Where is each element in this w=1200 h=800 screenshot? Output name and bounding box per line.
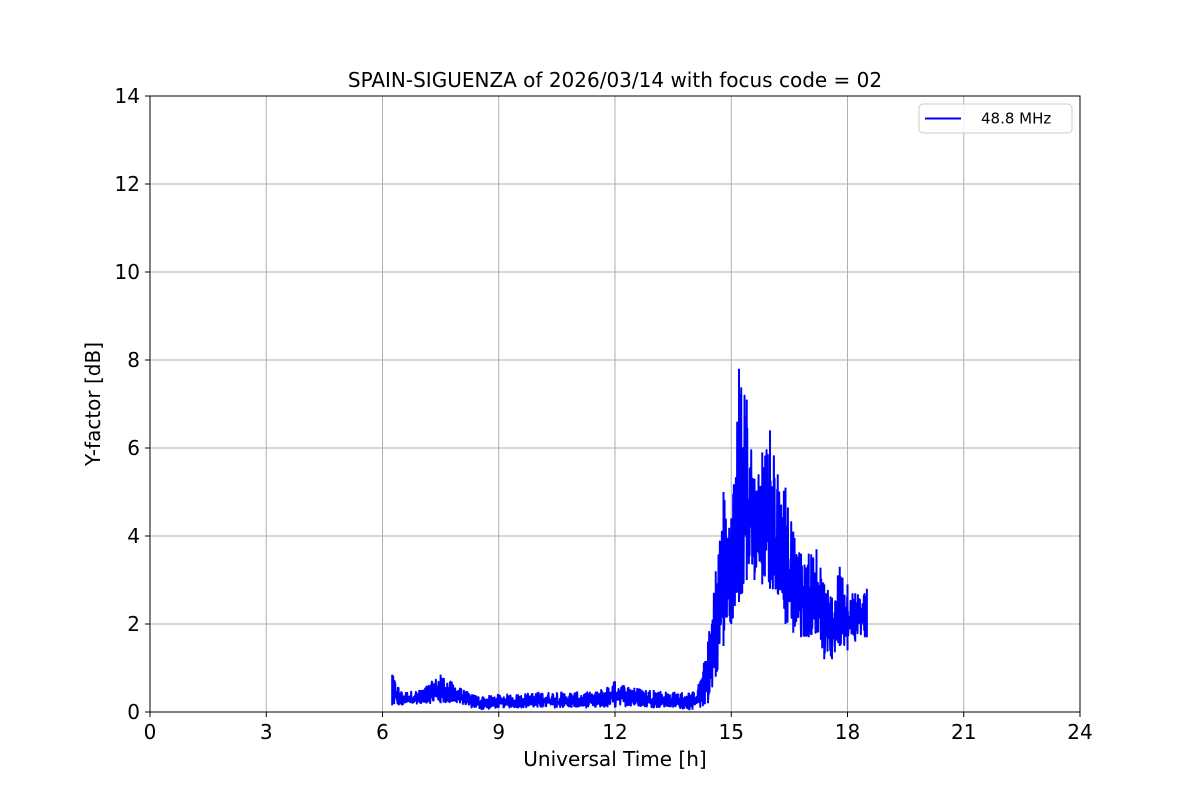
series-line xyxy=(391,368,868,711)
x-tick-label: 9 xyxy=(492,720,505,744)
y-axis-title: Y-factor [dB] xyxy=(81,342,105,467)
legend-box xyxy=(918,103,1073,134)
legend-label: 48.8 MHz xyxy=(981,110,1051,128)
x-tick-label: 0 xyxy=(144,720,157,744)
y-tick-label: 6 xyxy=(127,436,140,460)
y-tick-label: 12 xyxy=(115,172,140,196)
y-tick-label: 0 xyxy=(127,700,140,724)
x-tick-label: 12 xyxy=(602,720,627,744)
series-layer xyxy=(391,368,868,711)
x-tick-label: 18 xyxy=(835,720,860,744)
y-tick-label: 10 xyxy=(115,260,140,284)
y-tick-label: 2 xyxy=(127,612,140,636)
x-tick-label: 15 xyxy=(719,720,744,744)
legend: 48.8 MHz xyxy=(918,103,1073,134)
y-tick-label: 14 xyxy=(115,84,140,108)
x-tick-label: 24 xyxy=(1067,720,1092,744)
x-tick-label: 6 xyxy=(376,720,389,744)
y-tick-label: 4 xyxy=(127,524,140,548)
y-tick-label: 8 xyxy=(127,348,140,372)
x-axis-title: Universal Time [h] xyxy=(523,747,706,771)
x-tick-label: 3 xyxy=(260,720,273,744)
x-tick-label: 21 xyxy=(951,720,976,744)
chart-title: SPAIN-SIGUENZA of 2026/03/14 with focus … xyxy=(348,68,882,92)
